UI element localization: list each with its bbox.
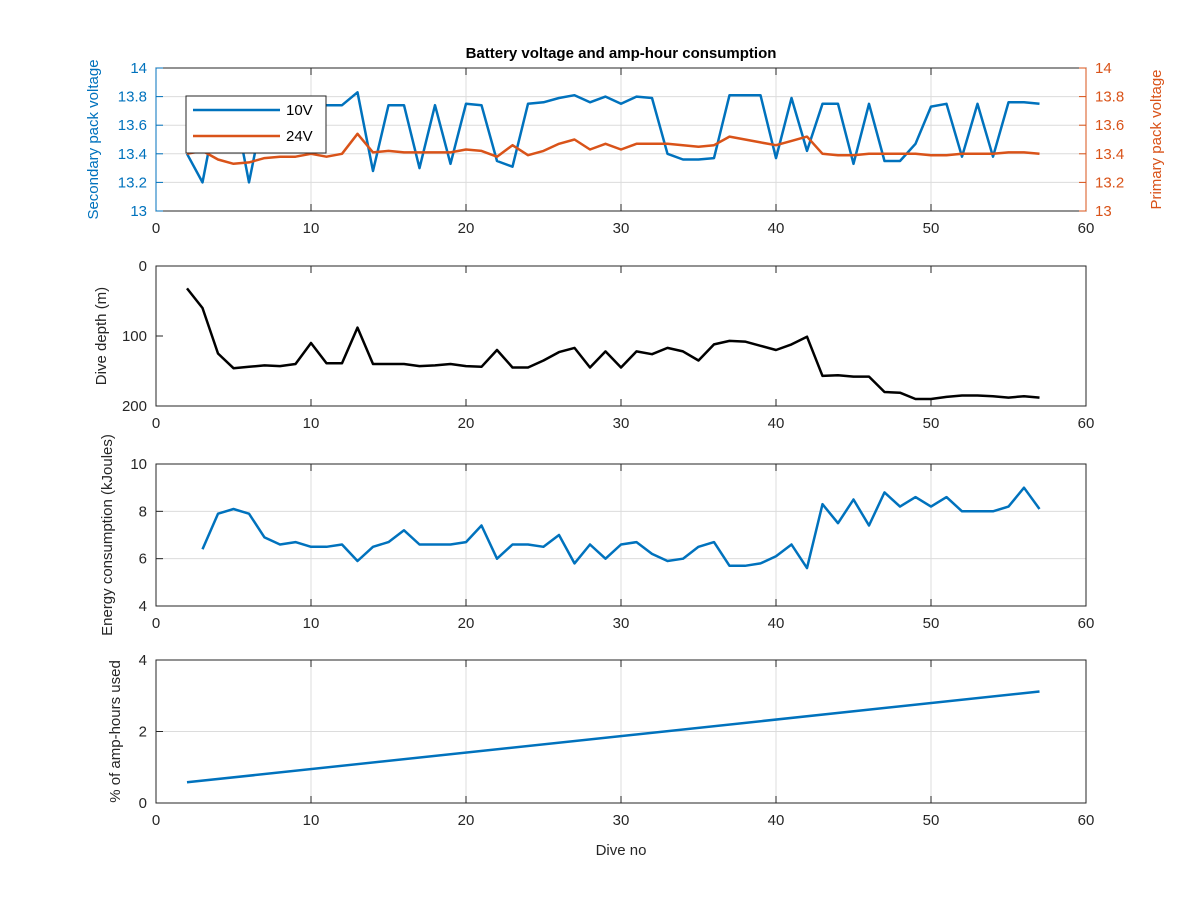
x-tick-label: 0 [152,615,160,632]
x-tick-label: 60 [1078,812,1095,829]
x-tick-label: 10 [303,415,320,432]
y-axis-label-left: Secondary pack voltage [85,59,102,219]
y-tick-label: 200 [122,398,147,415]
y-tick-label: 14 [130,60,147,77]
axes-box [155,265,1087,407]
y-tick-label: 13 [130,203,147,220]
depth-panel: 0 10 20 30 40 50 60 0 100 200 Dive depth (m) [93,258,1094,432]
x-tick-label: 0 [152,415,160,432]
amp-hours-panel: 0 10 20 30 40 50 60 0 2 4 % of amp-hours used Dive … [107,652,1094,859]
y-tick-label: 13.6 [118,117,147,134]
y-axis-label: Dive depth (m) [93,287,110,385]
x-tick-label: 10 [303,615,320,632]
x-tick-label: 20 [458,415,475,432]
y-tick-label: 13.2 [118,174,147,191]
y-tick-label: 4 [139,598,147,615]
energy-panel: 0 10 20 30 40 50 60 4 6 8 10 Energy consumption (kJ… [99,434,1094,636]
series-line-10v [185,91,1040,184]
legend-box [185,95,327,154]
legend-label-24v: 24V [286,128,313,145]
x-tick-label: 20 [458,812,475,829]
y-tick-label: 0 [139,795,147,812]
x-tick-label: 50 [923,812,940,829]
y-tick-label: 2 [139,724,147,741]
x-tick-label: 0 [152,812,160,829]
x-tick-label: 50 [923,220,940,237]
y-right-tick-label: 14 [1095,60,1112,77]
y-tick-label: 0 [139,258,147,275]
legend: 10V 24V [185,95,327,154]
series-line [186,287,1040,401]
y-right-tick-label: 13.4 [1095,146,1124,163]
series-line-24v [186,132,1040,166]
x-tick-label: 30 [613,415,630,432]
x-tick-label: 30 [613,220,630,237]
y-right-tick-label: 13.6 [1095,117,1124,134]
y-tick-label: 8 [139,503,147,520]
y-tick-label: 10 [130,456,147,473]
y-tick-label: 4 [139,652,147,669]
y-right-tick-label: 13 [1095,203,1112,220]
y-axis-label-right: Primary pack voltage [1148,69,1165,209]
x-tick-label: 40 [768,812,785,829]
chart-title: Battery voltage and amp-hour consumption [466,45,777,62]
voltage-panel: 0 10 20 30 40 50 601313.213.413.613.8141313.21… [85,45,1165,237]
x-tick-label: 10 [303,812,320,829]
x-axis-label: Dive no [596,842,647,859]
x-tick-label: 50 [923,415,940,432]
y-axis-label: Energy consumption (kJoules) [99,434,116,636]
x-tick-label: 60 [1078,615,1095,632]
x-tick-label: 40 [768,220,785,237]
y-tick-label: 6 [139,551,147,568]
y-axis-label: % of amp-hours used [107,660,124,803]
y-tick-label: 13.8 [118,89,147,106]
legend-label-10v: 10V [286,102,313,119]
y-tick-label: 13.4 [118,146,147,163]
x-tick-label: 50 [923,615,940,632]
x-tick-label: 30 [613,812,630,829]
y-right-tick-label: 13.8 [1095,89,1124,106]
x-tick-label: 40 [768,415,785,432]
x-tick-label: 40 [768,615,785,632]
x-tick-label: 60 [1078,415,1095,432]
y-right-tick-label: 13.2 [1095,174,1124,191]
x-tick-label: 20 [458,220,475,237]
x-tick-label: 0 [152,220,160,237]
x-tick-label: 30 [613,615,630,632]
y-tick-label: 100 [122,328,147,345]
x-tick-label: 20 [458,615,475,632]
series-line [201,486,1041,570]
series-line [186,690,1040,784]
x-tick-label: 10 [303,220,320,237]
x-tick-label: 60 [1078,220,1095,237]
